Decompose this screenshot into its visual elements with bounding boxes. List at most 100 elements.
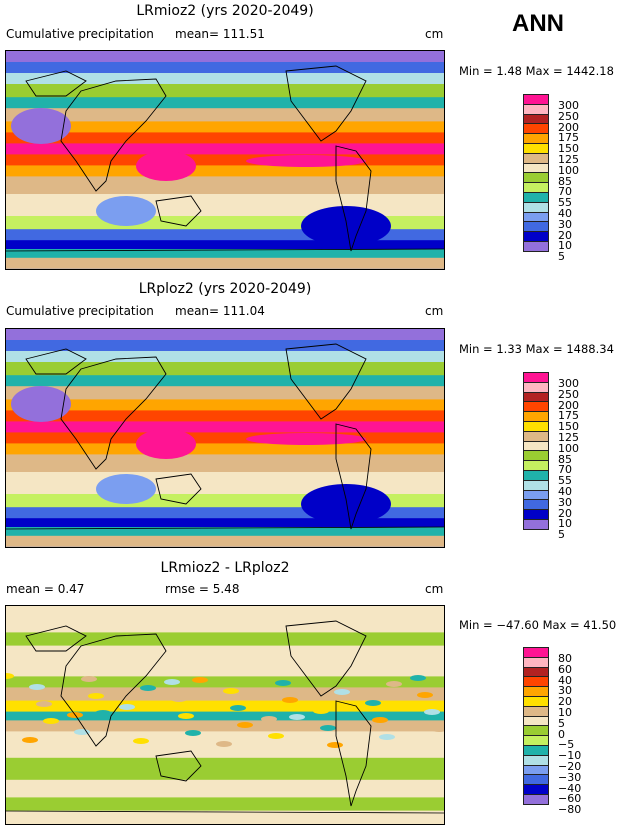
colorbar-tick-label: −5: [558, 738, 575, 752]
precip-band: [6, 606, 444, 634]
precip-band: [6, 240, 444, 250]
precipitation-map: [5, 328, 445, 548]
precip-band: [6, 176, 444, 195]
colorbar-tick-label: −30: [558, 770, 582, 784]
colorbar-tick-label: 30: [558, 684, 572, 698]
precip-band: [6, 676, 444, 689]
colorbar-tick-label: 300: [558, 377, 579, 390]
colorbar-tick-label: 70: [558, 463, 572, 477]
wet-region: [246, 155, 366, 167]
colorbar-tick-label: 150: [558, 142, 579, 156]
coastline: [155, 750, 202, 782]
precip-band: [6, 645, 444, 678]
colorbar-tick-label: 20: [558, 506, 572, 520]
precip-band: [6, 810, 444, 824]
panel-subtitle: mean = 0.47: [6, 582, 85, 596]
precip-band: [6, 73, 444, 85]
precip-band: [6, 97, 444, 110]
diff-patch: [140, 685, 156, 691]
precipitation-map: [5, 605, 445, 825]
colorbar-tick-label: 175: [558, 131, 579, 145]
diff-patch: [126, 721, 142, 727]
colorbar-tick-label: 85: [558, 452, 572, 466]
colorbar-tick-label: 300: [558, 99, 579, 112]
coastline: [335, 145, 372, 252]
precip-band: [6, 535, 444, 547]
colorbar-swatch: [523, 518, 549, 530]
units-label: cm: [425, 582, 444, 596]
diff-patch: [237, 722, 253, 728]
precip-band: [6, 143, 444, 156]
precip-band: [6, 687, 444, 702]
coastline: [6, 248, 444, 252]
coastline: [6, 810, 444, 814]
colorbar-tick-label: 40: [558, 485, 572, 498]
diff-patch: [282, 697, 298, 703]
diff-patch: [261, 716, 277, 722]
colorbar-tick-label: 0: [558, 727, 565, 741]
colorbar-tick-label: 10: [558, 517, 572, 531]
precip-band: [6, 84, 444, 99]
colorbar-tick-label: 30: [558, 217, 572, 231]
diff-patch: [164, 679, 180, 685]
wet-region: [136, 151, 196, 181]
colorbar-tick-label: 55: [558, 196, 572, 210]
precip-band: [6, 165, 444, 178]
precip-band: [6, 410, 444, 423]
coastline: [335, 423, 372, 530]
colorbar-tick-label: 150: [558, 420, 579, 434]
colorbar-tick-label: 5: [558, 528, 565, 542]
precip-band: [6, 443, 444, 456]
diff-patch: [95, 710, 111, 716]
panel-subtitle: Cumulative precipitation: [6, 27, 154, 41]
colorbar-tick-label: 70: [558, 185, 572, 199]
coastline: [60, 78, 167, 192]
colorbar-tick-label: 250: [558, 387, 579, 401]
colorbar: [523, 94, 549, 252]
min-max-label: Min = 1.48 Max = 1442.18: [459, 64, 614, 78]
diff-patch: [327, 742, 343, 748]
min-max-label: Min = 1.33 Max = 1488.34: [459, 342, 614, 356]
diff-patch: [365, 700, 381, 706]
colorbar-tick-label: −40: [558, 781, 582, 795]
precip-band: [6, 121, 444, 134]
precipitation-map: [5, 50, 445, 270]
coastline: [285, 65, 367, 142]
diff-patch: [379, 734, 395, 740]
diff-patch: [386, 681, 402, 687]
colorbar-tick-label: 30: [558, 495, 572, 509]
panel-title: LRploz2 (yrs 2020-2049): [138, 281, 312, 297]
colorbar-tick-label: 80: [558, 652, 572, 665]
colorbar-tick-label: −20: [558, 760, 582, 773]
precip-band: [6, 454, 444, 473]
units-label: cm: [425, 27, 444, 41]
coastline: [285, 620, 367, 697]
colorbar-tick-label: 85: [558, 174, 572, 188]
colorbar-tick-label: 100: [558, 441, 579, 455]
colorbar-tick-label: 200: [558, 398, 579, 412]
precip-band: [6, 257, 444, 269]
season-label: ANN: [512, 10, 564, 37]
precip-band: [6, 518, 444, 528]
diff-patch: [171, 696, 187, 702]
diff-patch: [410, 675, 426, 681]
diff-patch: [320, 725, 336, 731]
colorbar-tick-label: 10: [558, 239, 572, 253]
precip-band: [6, 527, 444, 537]
diff-patch: [268, 733, 284, 739]
diff-patch: [119, 704, 135, 710]
colorbar-tick-label: 20: [558, 228, 572, 242]
precip-band: [6, 632, 444, 647]
precip-band: [6, 51, 444, 63]
diff-patch: [223, 688, 239, 694]
precip-band: [6, 797, 444, 812]
diff-patch: [192, 677, 208, 683]
precip-band: [6, 757, 444, 781]
colorbar-tick-label: 55: [558, 474, 572, 488]
dry-region: [96, 196, 156, 226]
diff-patch: [424, 709, 440, 715]
colorbar-swatch: [523, 240, 549, 252]
diff-patch: [230, 705, 246, 711]
colorbar-tick-label: −10: [558, 749, 582, 763]
precip-band: [6, 351, 444, 363]
